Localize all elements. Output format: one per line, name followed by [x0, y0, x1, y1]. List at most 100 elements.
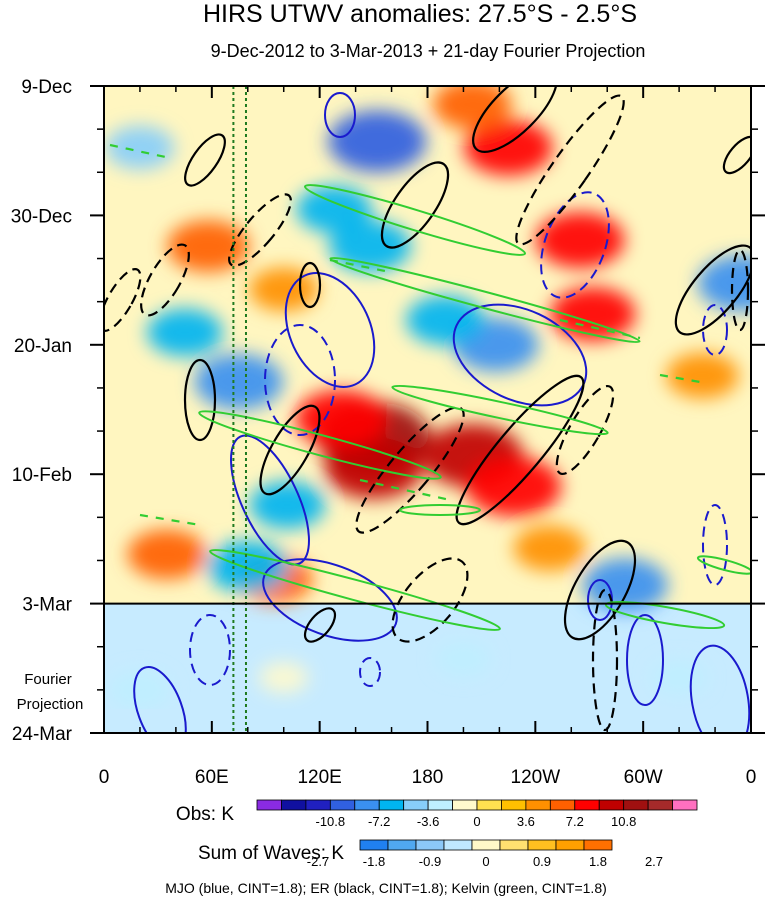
- y-tick-label: 30-Dec: [11, 206, 72, 227]
- kelvin-contour: [329, 258, 391, 274]
- anomaly-blob: [259, 662, 309, 693]
- x-tick-label: 0: [746, 767, 757, 788]
- obs-colorbar: -10.8 -7.2 -3.6 0 3.6 7.2 10.8: [256, 799, 698, 829]
- colorbar-swatch: [555, 839, 585, 851]
- anomaly-blob: [550, 287, 636, 341]
- waves-colorbar-label: Sum of Waves: K: [198, 843, 344, 864]
- colorbar-swatch: [525, 799, 551, 811]
- colorbar-swatch: [354, 799, 380, 811]
- er-contour: [298, 261, 322, 309]
- colorbar-swatch: [623, 799, 649, 811]
- mjo-contour: [189, 614, 231, 686]
- x-tick-label: 60E: [195, 767, 229, 788]
- colorbar-tick-label: 1.8: [589, 854, 607, 869]
- colorbar-tick-label: 7.2: [566, 814, 584, 829]
- er-contour: [104, 268, 142, 332]
- waves-colorbar: -2.7 -1.8 -0.9 0 0.9 1.8 2.7: [307, 839, 663, 869]
- kelvin-contour: [209, 548, 501, 632]
- colorbar-swatch: [527, 839, 557, 851]
- colorbar-swatch: [305, 799, 331, 811]
- er-contour: [140, 243, 190, 317]
- colorbar-tick-label: 0: [482, 854, 489, 869]
- er-contour: [228, 193, 292, 267]
- colorbar-swatch: [329, 799, 356, 811]
- mjo-contour: [626, 614, 664, 706]
- anomaly-blob: [147, 308, 223, 357]
- colorbar-tick-label: 0.9: [533, 854, 551, 869]
- anomaly-blob: [433, 86, 512, 130]
- projection-label-line2: Projection: [17, 696, 84, 713]
- anomaly-blob: [582, 558, 668, 612]
- kelvin-contour: [391, 384, 609, 436]
- colorbar-swatch: [499, 839, 529, 851]
- y-tick-label: 9-Dec: [21, 77, 72, 98]
- colorbar-swatch: [471, 839, 501, 851]
- kelvin-contour: [659, 373, 701, 384]
- kelvin-negative-contours: [109, 143, 701, 527]
- mjo-contour: [284, 272, 376, 388]
- x-tick-label: 120E: [297, 767, 341, 788]
- mjo-contour: [230, 434, 310, 566]
- colorbar-tick-label: 3.6: [517, 814, 535, 829]
- anomaly-blob: [464, 119, 553, 176]
- anomaly-blob: [406, 295, 485, 345]
- colorbar-tick-label: -1.8: [363, 854, 385, 869]
- y-tick-label: 3-Mar: [22, 595, 72, 616]
- mjo-contour: [133, 666, 187, 733]
- er-contour: [515, 94, 625, 246]
- colorbar-swatch: [574, 799, 600, 811]
- colorbar-swatch: [387, 839, 417, 851]
- anomaly-blob: [127, 529, 207, 580]
- colorbar-swatch: [281, 799, 307, 811]
- x-tick-label: 120W: [511, 767, 561, 788]
- mjo-contour: [324, 92, 356, 138]
- projection-label-line1: Fourier: [24, 671, 72, 688]
- contours-caption: MJO (blue, CINT=1.8); ER (black, CINT=1.…: [165, 880, 607, 896]
- colorbar-swatch: [256, 799, 282, 811]
- colorbar-swatch: [501, 799, 527, 811]
- er-contour: [184, 133, 226, 187]
- colorbar-tick-label: -10.8: [316, 814, 346, 829]
- er-contour: [259, 404, 321, 496]
- mjo-contour: [262, 558, 398, 642]
- colorbar-swatch: [647, 799, 673, 811]
- y-axis: 9-Dec 30-Dec 20-Jan 10-Feb 3-Mar 24-Mar: [11, 77, 765, 745]
- er-contour: [391, 557, 469, 643]
- er-contour: [455, 374, 585, 526]
- kelvin-contour: [303, 184, 527, 256]
- kelvin-contour: [198, 410, 442, 480]
- colorbar-tick-label: -2.7: [307, 854, 329, 869]
- anomaly-blob: [296, 185, 372, 234]
- anomaly-blob: [194, 353, 284, 410]
- colorbar-swatch: [378, 799, 405, 811]
- anomaly-blob: [295, 389, 388, 448]
- colorbar-tick-label: -3.6: [417, 814, 439, 829]
- x-tick-label: 60W: [624, 767, 663, 788]
- mjo-contour: [359, 657, 381, 687]
- mjo-contour: [540, 191, 610, 299]
- colorbar-tick-label: -0.9: [419, 854, 441, 869]
- anomaly-blob: [436, 641, 491, 677]
- kelvin-contour: [696, 555, 751, 575]
- colorbar-swatch: [443, 839, 473, 851]
- er-contour: [303, 607, 337, 643]
- colorbar-swatch: [672, 799, 698, 811]
- colorbar-swatch: [415, 839, 445, 851]
- chart-title: HIRS UTWV anomalies: 27.5°S - 2.5°S: [203, 0, 637, 28]
- colorbar-tick-label: 0: [473, 814, 480, 829]
- er-contour: [380, 161, 450, 249]
- x-tick-label: 0: [99, 767, 110, 788]
- anomaly-blob: [666, 352, 739, 399]
- kelvin-contour: [329, 256, 641, 344]
- mjo-contour: [702, 504, 728, 586]
- kelvin-contours: [198, 184, 751, 632]
- projection-background: [104, 603, 751, 733]
- mjo-contour: [689, 644, 751, 733]
- colorbar-swatch: [549, 799, 576, 811]
- colorbar-swatch: [583, 839, 613, 851]
- anomaly-blob: [328, 110, 427, 173]
- colorbar-swatch: [598, 799, 625, 811]
- colorbar-tick-label: -7.2: [368, 814, 390, 829]
- colorbar-tick-label: 2.7: [645, 854, 663, 869]
